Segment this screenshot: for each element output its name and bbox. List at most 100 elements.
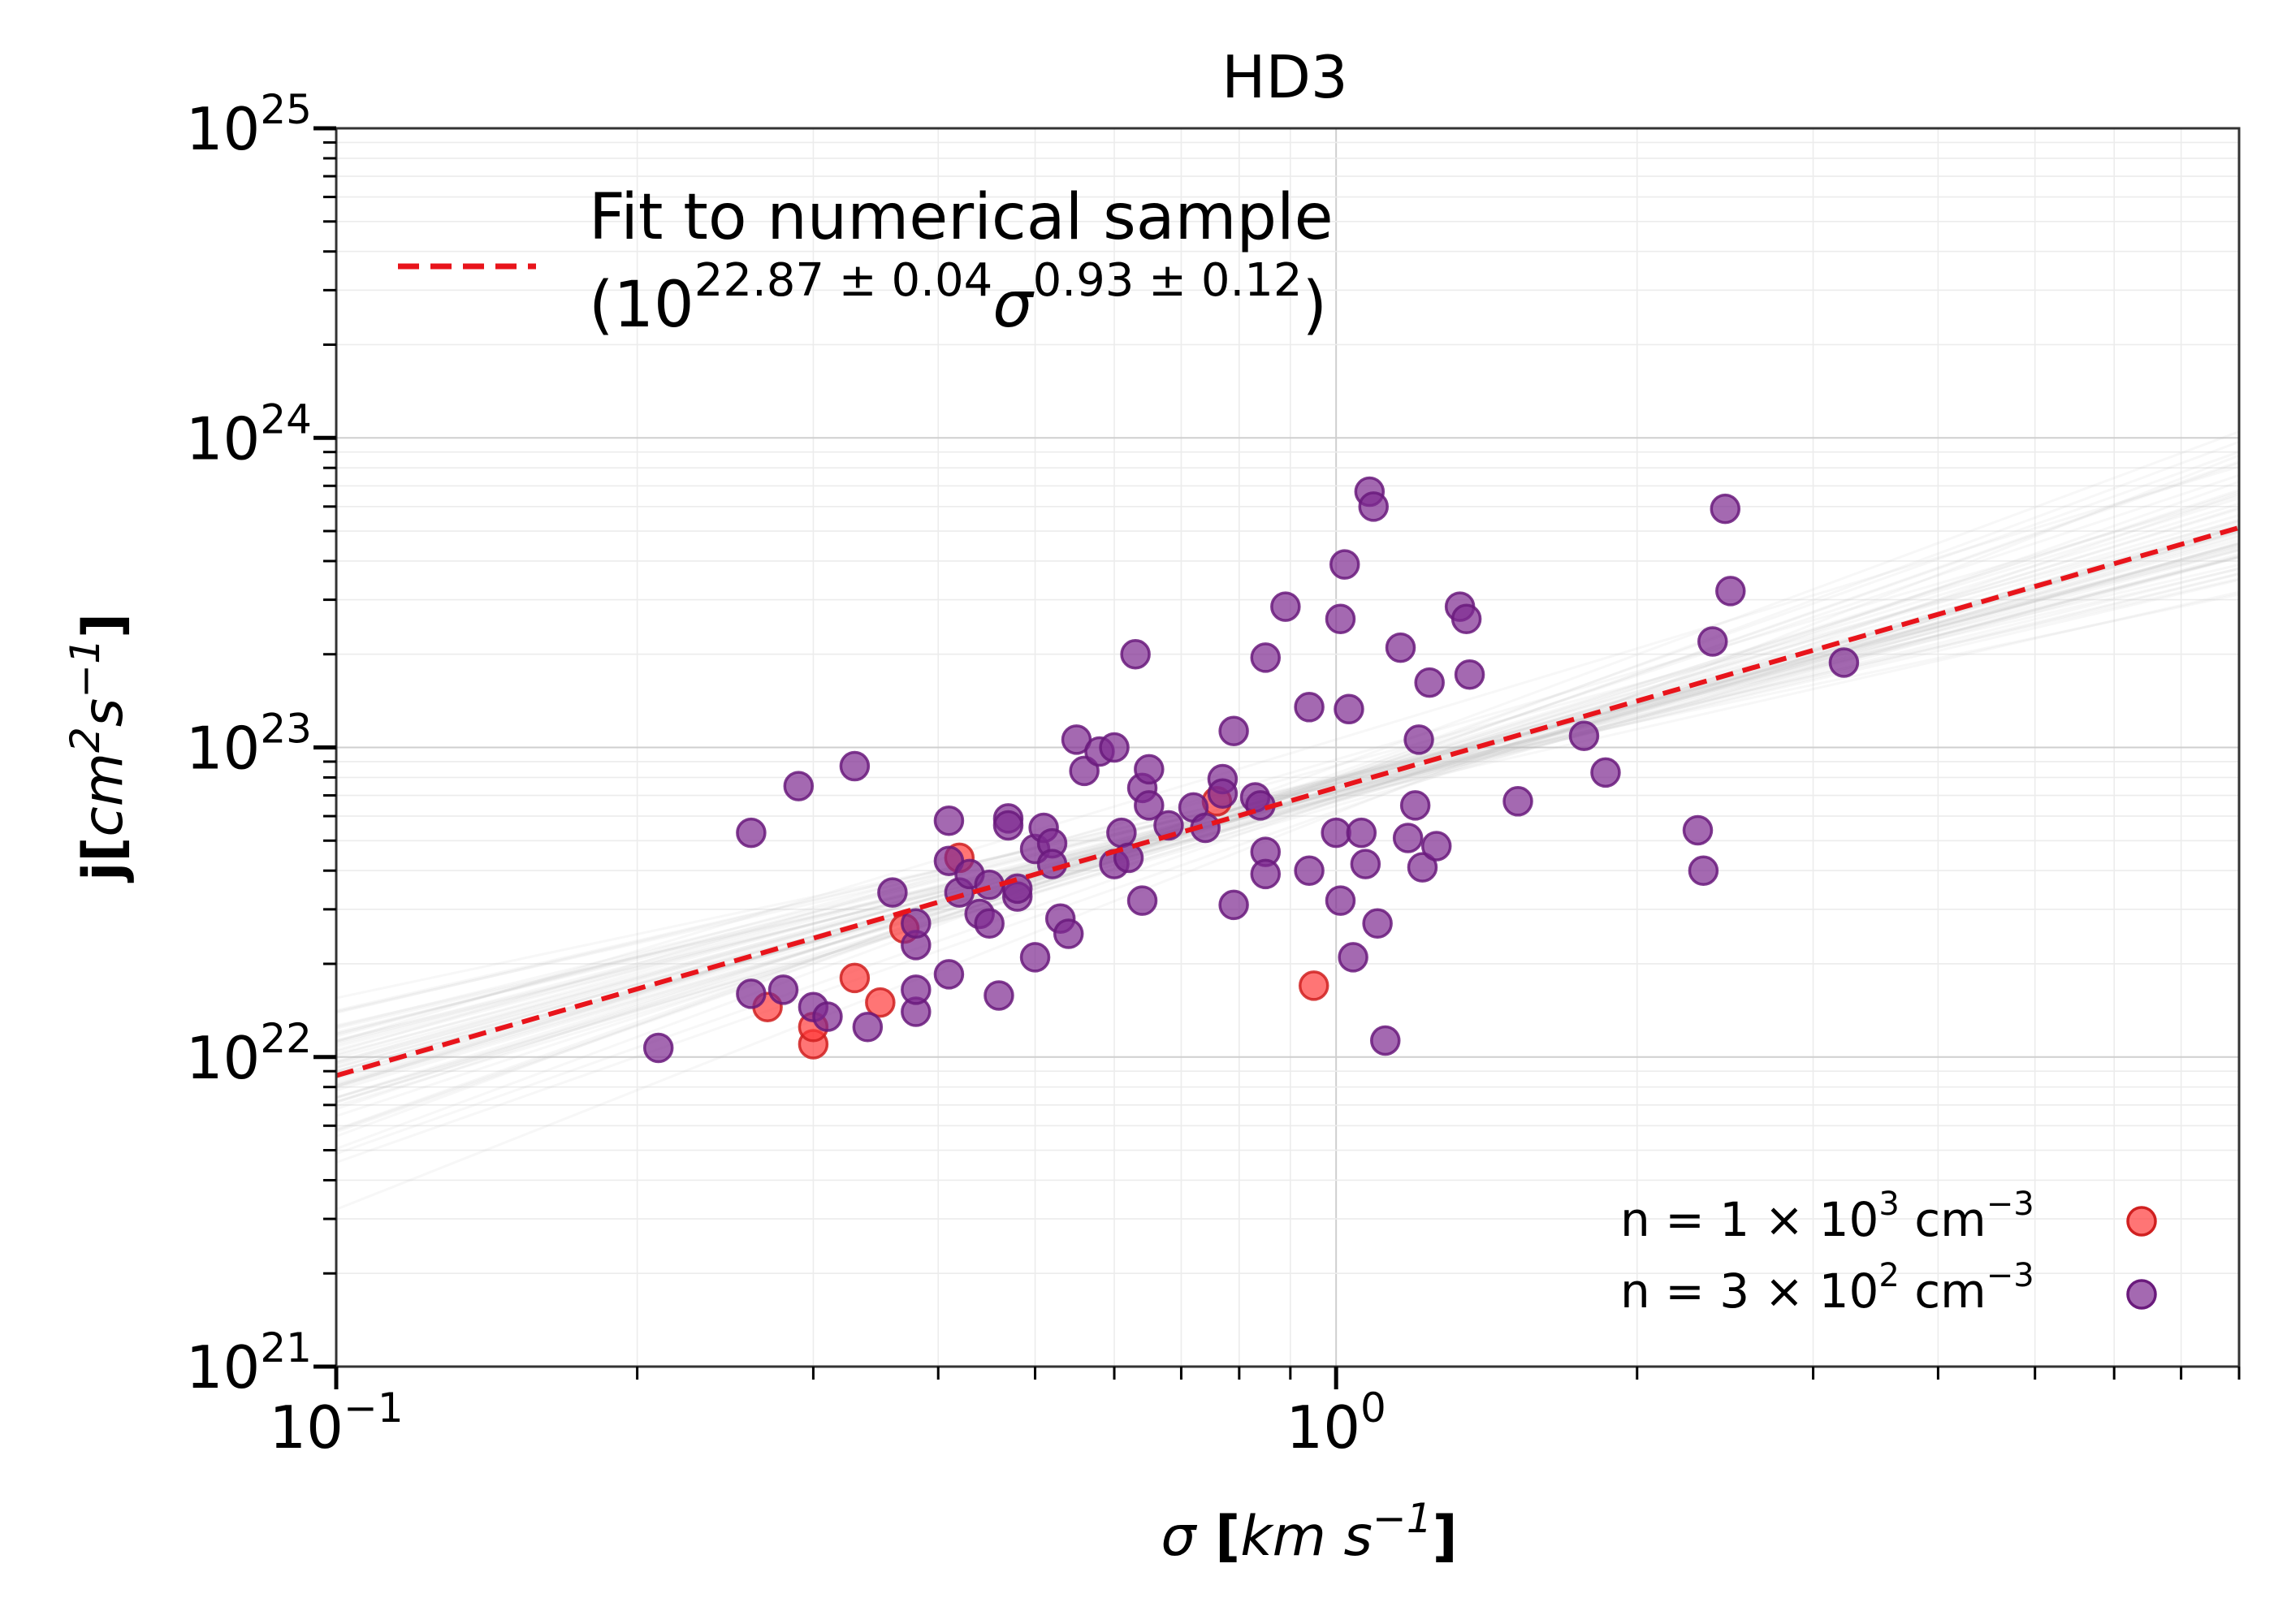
data-point-n3e2: [1218, 889, 1249, 921]
data-point-n3e2: [1250, 642, 1282, 673]
band-sample-line: [335, 529, 2240, 1066]
band-sample-line: [335, 533, 2240, 1089]
data-point-n3e2: [984, 980, 1014, 1011]
data-point-n3e2: [974, 908, 1005, 939]
y-tick-label: 1022: [186, 1015, 312, 1092]
band-sample-line: [335, 572, 2240, 1034]
data-point-n3e2: [1120, 638, 1151, 670]
band-sample-line: [335, 590, 2240, 1027]
legend-fit: Fit to numerical sample (1022.87 ± 0.04σ…: [398, 181, 1334, 342]
band-sample-line: [335, 490, 2240, 1104]
chart-title: HD3: [1221, 43, 1347, 111]
data-point-n3e2: [901, 974, 932, 1005]
axis-ticks: 10−1 100 1021 1022 1023 1024 1025: [186, 86, 2241, 1462]
band-sample-line: [335, 578, 2240, 1030]
data-point-n3e2: [1414, 667, 1445, 698]
data-point-n3e2: [1134, 790, 1165, 821]
band-sample-line: [335, 531, 2240, 1103]
y-tick-label: 1024: [186, 395, 312, 473]
data-point-n1e3: [839, 962, 871, 994]
data-point-n3e2: [1392, 823, 1424, 853]
y-axis-label: j[cm2s−1]: [62, 613, 136, 883]
data-point-n3e2: [1218, 715, 1249, 747]
uncertainty-band: [335, 430, 2240, 1211]
band-sample-line: [335, 545, 2240, 1035]
band-sample-line: [335, 523, 2240, 1083]
data-point-n3e2: [1126, 885, 1158, 916]
data-point-n3e2: [1697, 626, 1728, 657]
legend-fit-formula: (1022.87 ± 0.04σ0.93 ± 0.12): [589, 254, 1327, 342]
y-tick-label: 1021: [186, 1324, 312, 1402]
y-tick-label: 1023: [186, 706, 312, 783]
data-point-n3e2: [1715, 576, 1746, 607]
data-point-n3e2: [1454, 659, 1485, 690]
legend-series-2-label: n = 3 × 102 cm−3: [1620, 1257, 2034, 1319]
band-sample-line: [335, 547, 2240, 1043]
band-sample-line: [335, 502, 2240, 1086]
legend-series-1-label: n = 1 × 103 cm−3: [1620, 1186, 2034, 1247]
band-sample-line: [335, 555, 2240, 1029]
band-sample-line: [335, 506, 2240, 1099]
data-point-n3e2: [877, 877, 908, 908]
legend-fit-label: Fit to numerical sample: [589, 181, 1334, 254]
band-sample-line: [335, 526, 2240, 1080]
band-sample-line: [335, 531, 2240, 1057]
data-point-n3e2: [1338, 942, 1368, 973]
band-sample-line: [335, 542, 2240, 1052]
data-point-n3e2: [1019, 942, 1051, 973]
band-sample-line: [335, 454, 2240, 1211]
data-point-n3e2: [1502, 786, 1533, 817]
data-point-n3e2: [736, 817, 767, 849]
data-point-n3e2: [1294, 855, 1325, 886]
data-point-n3e2: [1250, 858, 1282, 890]
data-point-n3e2: [1403, 724, 1434, 755]
data-point-n3e2: [1099, 732, 1130, 763]
data-point-n3e2: [1350, 849, 1381, 879]
data-point-n1e3: [865, 987, 896, 1018]
band-sample-line: [335, 518, 2240, 1078]
data-point-n3e2: [1334, 693, 1364, 725]
band-sample-line: [335, 495, 2240, 1053]
data-point-n3e2: [1682, 814, 1714, 846]
band-sample-line: [335, 461, 2240, 1132]
data-point-n3e2: [1053, 918, 1084, 949]
band-sample-line: [335, 460, 2240, 1134]
data-point-n3e2: [933, 959, 965, 990]
band-sample-line: [335, 529, 2240, 1092]
band-sample-line: [335, 593, 2240, 1000]
band-sample-line: [335, 548, 2240, 1036]
data-point-n3e2: [1270, 591, 1301, 622]
band-sample-line: [335, 465, 2240, 1043]
band-sample-line: [335, 563, 2240, 1014]
band-sample-line: [335, 546, 2240, 1046]
band-sample-line: [335, 538, 2240, 1063]
x-axis-label: σ [km s−1]: [1161, 1495, 1457, 1569]
data-point-n3e2: [1207, 778, 1239, 809]
band-sample-line: [335, 525, 2240, 1064]
band-sample-line: [335, 552, 2240, 1073]
band-sample-line: [335, 555, 2240, 1073]
band-sample-line: [335, 542, 2240, 1069]
data-point-n3e2: [1153, 810, 1184, 841]
band-sample-line: [335, 549, 2240, 1060]
data-points-layer: [642, 476, 1860, 1064]
data-point-n3e2: [1828, 647, 1860, 678]
data-point-n3e2: [812, 1001, 843, 1032]
data-point-n3e2: [642, 1032, 674, 1064]
data-point-n3e2: [1358, 491, 1389, 522]
band-sample-line: [335, 555, 2240, 1056]
data-point-n3e2: [1325, 885, 1356, 916]
data-point-n3e2: [1370, 1025, 1401, 1056]
band-sample-line: [335, 525, 2240, 1099]
band-sample-line: [335, 520, 2240, 1104]
band-sample-line: [335, 555, 2240, 1048]
data-point-n3e2: [1385, 632, 1416, 663]
data-point-n3e2: [992, 810, 1024, 841]
data-point-n3e2: [901, 908, 932, 939]
data-point-n3e2: [1710, 493, 1741, 525]
data-point-n3e2: [852, 1012, 884, 1043]
band-sample-line: [335, 451, 2240, 1131]
data-point-n3e2: [1134, 754, 1165, 785]
band-sample-line: [335, 520, 2240, 1038]
